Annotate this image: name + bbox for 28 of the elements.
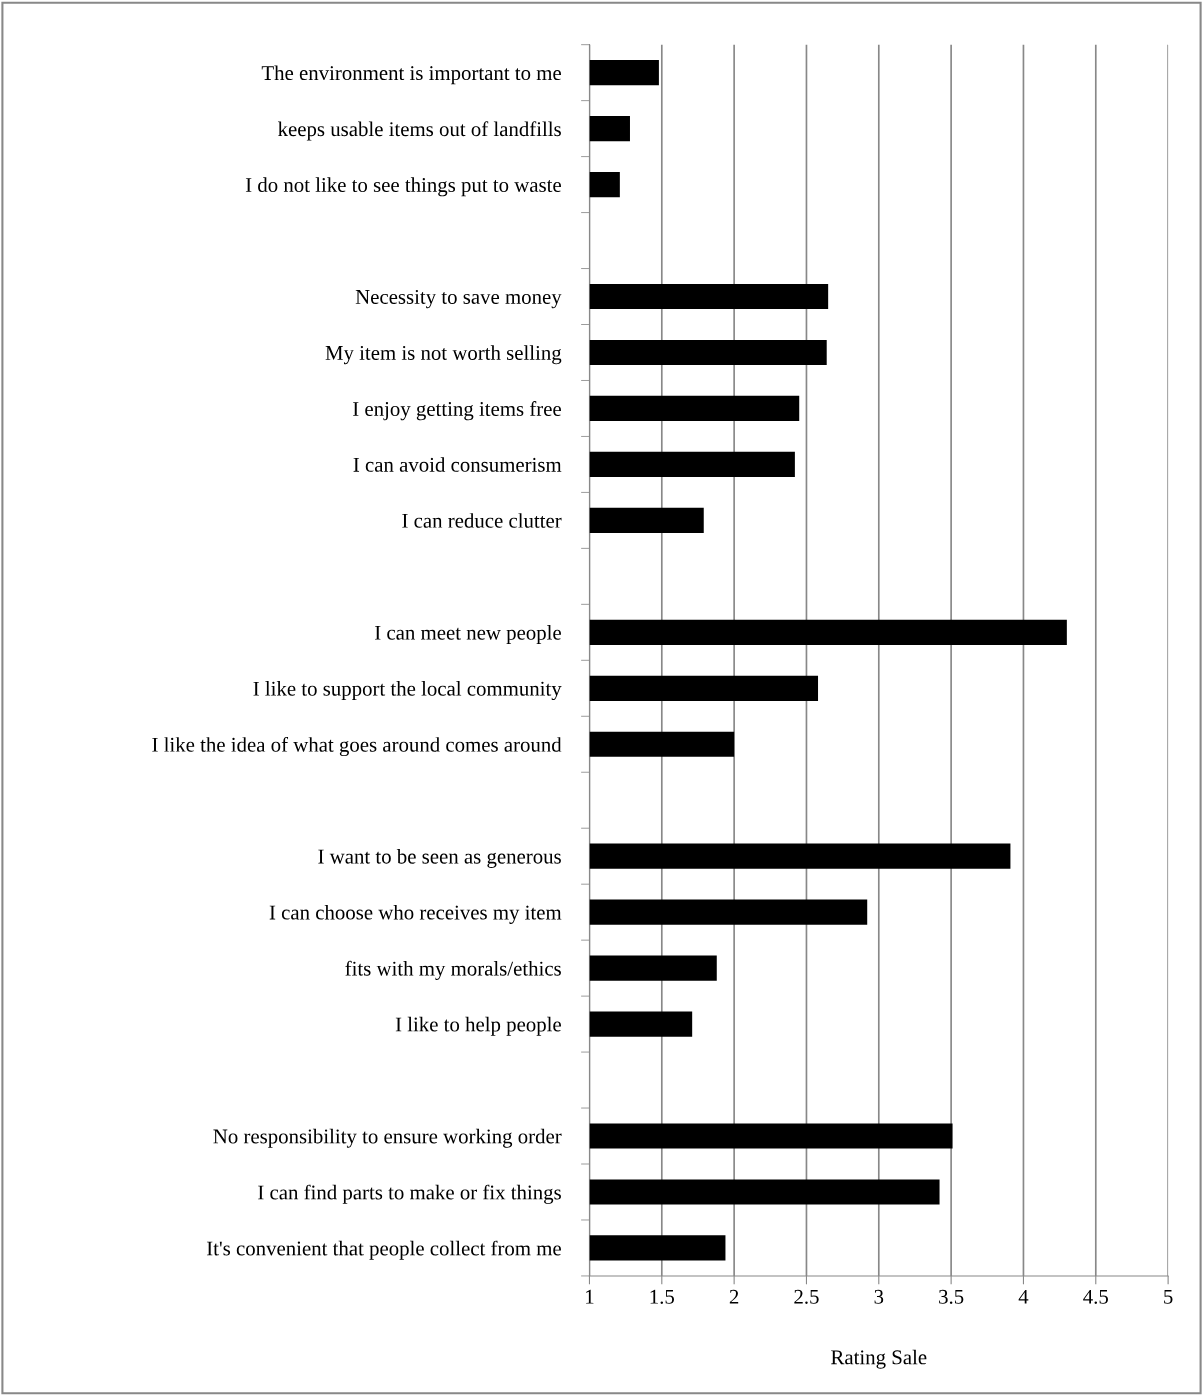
y-tick-label: fits with my morals/ethics [345,960,561,980]
x-tick-label: 1.5 [650,1289,675,1304]
y-tick-label: I want to be seen as generous [318,848,561,868]
y-tick-label: I like to help people [395,1016,561,1036]
y-tick-label: I can avoid consumerism [353,457,562,472]
y-tick-label: I can meet new people [375,625,561,644]
x-tick-label: 2 [729,1289,739,1304]
y-tick-label: I enjoy getting items free [353,401,561,421]
x-tick-label: 4.5 [1083,1289,1108,1304]
y-tick-label: My item is not worth selling [325,345,562,365]
y-tick-label: No responsibility to ensure working order [213,1128,562,1148]
x-tick-label: 1 [586,1289,594,1304]
y-tick-label: I can reduce clutter [402,513,562,528]
y-tick-label: The environment is important to me [261,65,561,85]
y-tick-label: I can find parts to make or fix things [258,1184,561,1204]
y-tick-label: I like to support the local community [253,681,562,701]
x-tick-label: 5 [1164,1289,1173,1304]
y-tick-label: keeps usable items out of landfills [277,121,561,141]
x-tick-label: 3 [874,1289,884,1304]
x-tick-label: 2.5 [794,1289,819,1304]
y-tick-label: I can choose who receives my item [269,904,562,924]
y-tick-label: It's convenient that people collect from me [206,1240,561,1260]
x-tick-label: 3.5 [939,1289,964,1304]
y-tick-label: I like the idea of what goes around comes around [152,736,562,757]
x-tick-label: 4 [1018,1289,1029,1304]
y-tick-label: I do not like to see things put to waste [245,177,561,197]
y-tick-label: Necessity to save money [355,289,562,309]
x-axis-title: Rating Sale [831,1349,927,1369]
